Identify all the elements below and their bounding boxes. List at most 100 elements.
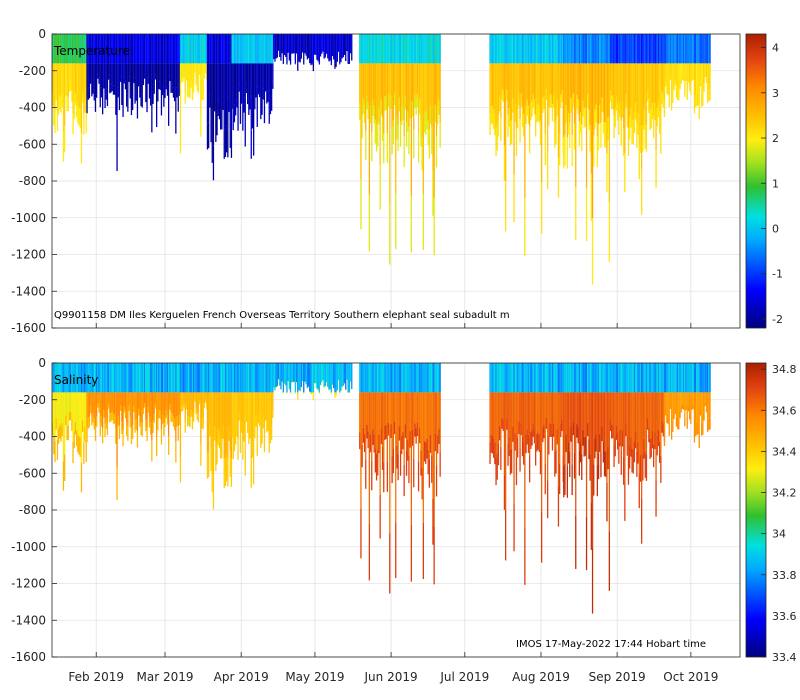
profile-cell [560,63,562,95]
profile-cell [272,34,274,64]
profile-cell [657,63,660,102]
profile-cell [71,419,73,431]
profile-cell [654,63,656,104]
profile-cell [202,418,204,430]
profile-cell [677,363,679,393]
profile-cell [71,63,73,91]
profile-cell [317,34,319,61]
profile-cell [127,34,129,64]
profile-cell [633,34,636,64]
profile-cell [62,132,65,162]
profile-cell [177,97,179,112]
profile-cell [407,63,409,112]
profile-cell [564,464,566,495]
profile-cell [705,363,708,393]
profile-cell [630,392,632,438]
profile-cell [152,420,154,433]
profile-cell [617,432,619,450]
profile-cell [251,108,254,129]
profile-cell [158,63,160,82]
profile-cell [490,105,492,124]
profile-cell [313,383,316,384]
profile-cell [90,363,92,393]
profile-cell [201,63,203,89]
profile-cell [542,63,544,99]
profile-cell [381,392,384,447]
profile-cell [310,64,312,66]
profile-cell [606,482,608,522]
profile-cell [194,363,196,393]
profile-cell [363,434,366,453]
profile-cell [144,63,146,75]
profile-cell [689,34,691,64]
profile-cell [365,459,367,489]
profile-cell [102,99,104,115]
profile-cell [620,450,622,475]
profile-cell [600,392,602,452]
profile-cell [65,86,67,97]
profile-cell [643,34,645,64]
profile-cell [591,363,594,393]
profile-cell [663,363,666,393]
profile-cell [118,392,121,426]
profile-cell [77,105,79,124]
profile-cell [179,363,182,393]
profile-cell [218,102,221,120]
profile-cell [62,461,65,491]
profile-cell [174,63,176,90]
profile-cell [371,34,373,64]
profile-cell [496,363,498,393]
profile-cell [434,433,436,452]
profile-cell [690,85,692,95]
profile-cell [648,34,650,64]
profile-cell [255,63,257,88]
profile-cell [197,392,200,414]
profile-cell [608,392,610,532]
profile-cell [563,363,565,393]
profile-cell [104,63,106,95]
profile-cell [237,34,239,64]
profile-cell [581,453,583,481]
profile-cell [648,98,650,114]
profile-cell [677,63,679,90]
profile-cell [239,434,242,453]
profile-cell [533,63,536,100]
profile-cell [157,392,159,420]
profile-cell [224,363,227,393]
profile-cell [244,63,246,122]
profile-cell [221,438,223,459]
profile-cell [82,34,84,64]
profile-cell [115,63,117,100]
profile-cell [130,363,133,393]
profile-cell [704,72,706,77]
profile-cell [419,34,421,64]
profile-cell [309,391,311,393]
profile-cell [554,363,556,393]
profile-cell [650,392,652,438]
profile-cell [362,392,364,428]
profile-cell [708,363,710,393]
profile-cell [292,382,294,383]
profile-cell [704,401,706,406]
profile-cell [390,424,392,438]
profile-cell [359,363,361,393]
profile-cell [392,34,394,64]
profile-cell [334,63,336,68]
profile-cell [614,34,616,64]
profile-cell [147,63,149,78]
profile-cell [54,363,56,393]
profile-cell [563,34,565,64]
profile-cell [423,111,426,133]
profile-cell [593,135,595,167]
profile-cell [536,63,538,105]
profile-cell [641,34,643,64]
profile-cell [602,363,604,393]
profile-cell [407,440,409,461]
profile-cell [538,363,540,393]
profile-cell [589,125,591,152]
profile-cell [108,363,110,393]
profile-cell [104,34,106,64]
profile-cell [684,87,686,98]
profile-cell [160,34,163,64]
profile-cell [629,392,631,446]
